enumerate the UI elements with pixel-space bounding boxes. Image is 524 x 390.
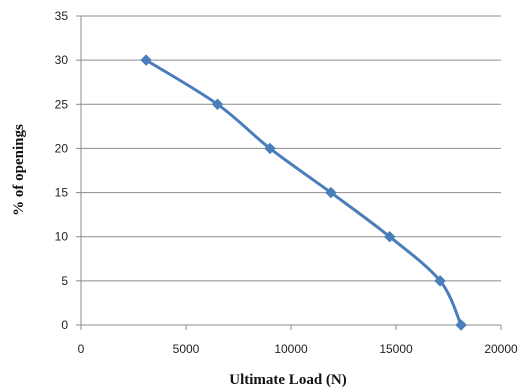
y-tick-label-5: 5 [61, 274, 68, 288]
data-point-5 [434, 275, 446, 287]
data-point-6 [455, 319, 467, 331]
y-tick-label-15: 15 [55, 186, 69, 200]
data-point-4 [383, 231, 396, 243]
data-point-3 [325, 186, 337, 199]
y-axis-title: % of openings [11, 124, 27, 216]
y-tick-label-10: 10 [55, 230, 69, 244]
y-tick-label-30: 30 [55, 53, 69, 67]
data-point-2 [264, 142, 276, 155]
data-point-1 [211, 98, 224, 110]
y-tick-label-0: 0 [61, 318, 68, 332]
x-tick-label-5000: 5000 [173, 342, 200, 356]
axes [76, 15, 502, 330]
y-tick-label-25: 25 [55, 97, 69, 111]
x-tick-label-0: 0 [78, 342, 85, 356]
gridlines [81, 15, 501, 282]
y-tick-label-20: 20 [55, 141, 69, 155]
x-tick-labels: 0 5000 10000 15000 20000 [78, 342, 518, 356]
y-tick-label-35: 35 [55, 9, 69, 23]
x-tick-label-20000: 20000 [484, 342, 518, 356]
series [140, 54, 467, 331]
x-tick-label-10000: 10000 [274, 342, 308, 356]
data-point-0 [140, 54, 152, 66]
x-tick-label-15000: 15000 [379, 342, 413, 356]
y-tick-labels: 0 5 10 15 20 25 30 35 [55, 9, 69, 332]
x-axis-title: Ultimate Load (N) [229, 372, 346, 388]
